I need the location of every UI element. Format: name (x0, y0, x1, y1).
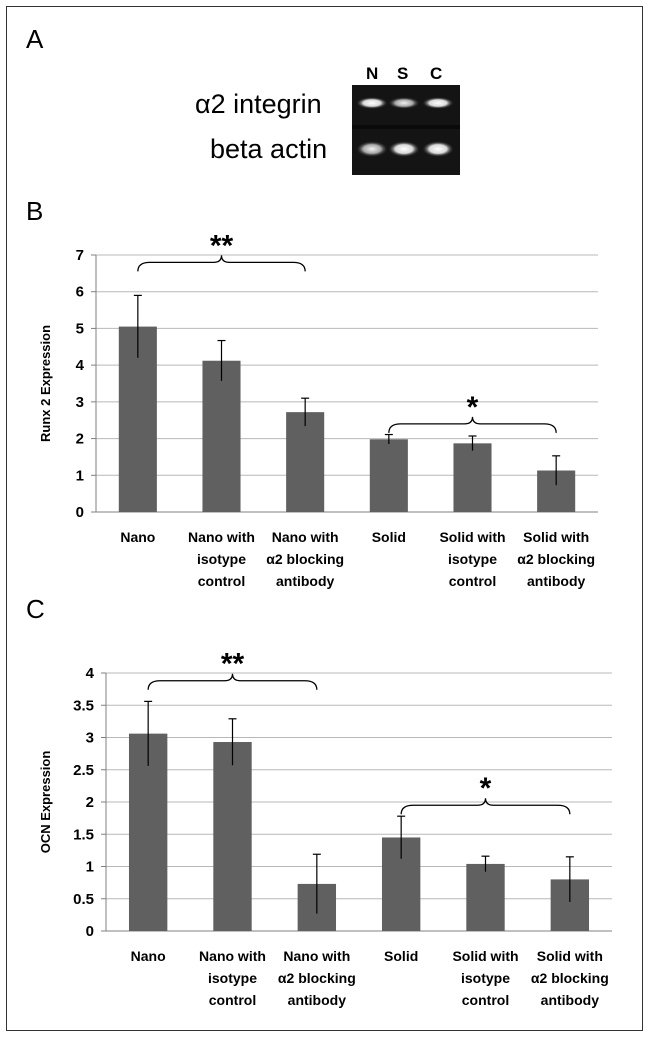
gel-lane-label-s: S (397, 64, 409, 83)
y-tick-label: 0 (76, 504, 84, 521)
bar (286, 412, 325, 512)
y-tick-label: 7 (76, 247, 84, 264)
y-tick-label: 0.5 (73, 891, 94, 908)
panel-c-label: C (26, 594, 45, 624)
y-tick-label: 2 (76, 431, 84, 448)
x-category-label: Solid with α2 blocking antibody (531, 948, 609, 1008)
y-axis-label: OCN Expression (38, 751, 53, 854)
y-tick-label: 2 (86, 794, 94, 811)
x-category-label: Solid (384, 948, 418, 964)
y-tick-label: 3 (76, 394, 84, 411)
gel-lane-label-n: N (366, 64, 379, 83)
y-tick-label: 2.5 (73, 762, 94, 779)
y-tick-label: 3.5 (73, 697, 94, 714)
y-tick-label: 4 (86, 665, 95, 682)
y-tick-label: 0 (86, 923, 94, 940)
y-tick-label: 1 (86, 859, 94, 876)
y-tick-label: 1 (76, 467, 84, 484)
x-category-label: Nano (131, 948, 166, 964)
bar (128, 733, 168, 931)
y-tick-label: 3 (86, 730, 94, 747)
bar (213, 742, 252, 931)
significance-bracket (147, 673, 318, 690)
x-category-label: Nano with isotype control (188, 529, 255, 589)
x-category-label: Solid with isotype control (439, 529, 505, 589)
gel-row-label-actin: beta actin (210, 134, 328, 164)
gel-row-label-integrin: α2 integrin (195, 89, 322, 119)
significance-bracket (388, 416, 557, 433)
y-tick-label: 5 (76, 320, 84, 337)
significance-marker: ** (210, 229, 234, 262)
bar (369, 439, 408, 512)
gel-band-integrin-n (356, 97, 388, 109)
significance-bracket (137, 255, 306, 272)
x-category-label: Nano with isotype control (199, 948, 266, 1008)
significance-marker: ** (221, 648, 245, 681)
x-category-label: Nano with α2 blocking antibody (266, 529, 344, 589)
gel-band-actin-s (388, 141, 420, 157)
gel-lane-label-c: C (430, 64, 443, 83)
y-tick-label: 4 (76, 357, 85, 374)
gel-band-integrin-s (388, 97, 420, 109)
gel-band-actin-c (422, 141, 454, 157)
x-category-label: Nano (120, 529, 155, 545)
gel-band-integrin-c (422, 97, 454, 109)
panel-b-label: B (26, 196, 44, 226)
bar (453, 443, 492, 512)
gel-image (352, 85, 460, 175)
bar (202, 360, 241, 512)
y-axis-label: Runx 2 Expression (38, 325, 53, 442)
significance-bracket (400, 798, 571, 815)
gel-band-actin-n (356, 141, 388, 157)
y-tick-label: 1.5 (73, 826, 94, 843)
x-category-label: Solid with α2 blocking antibody (517, 529, 595, 589)
y-tick-label: 6 (76, 284, 84, 301)
x-category-label: Nano with α2 blocking antibody (278, 948, 356, 1008)
significance-marker: * (467, 391, 479, 424)
bar (466, 863, 505, 931)
x-category-label: Solid with isotype control (452, 948, 518, 1008)
panel-a-label: A (26, 24, 44, 54)
figure-frame (6, 6, 643, 1031)
significance-marker: * (480, 772, 492, 805)
x-category-label: Solid (372, 529, 406, 545)
